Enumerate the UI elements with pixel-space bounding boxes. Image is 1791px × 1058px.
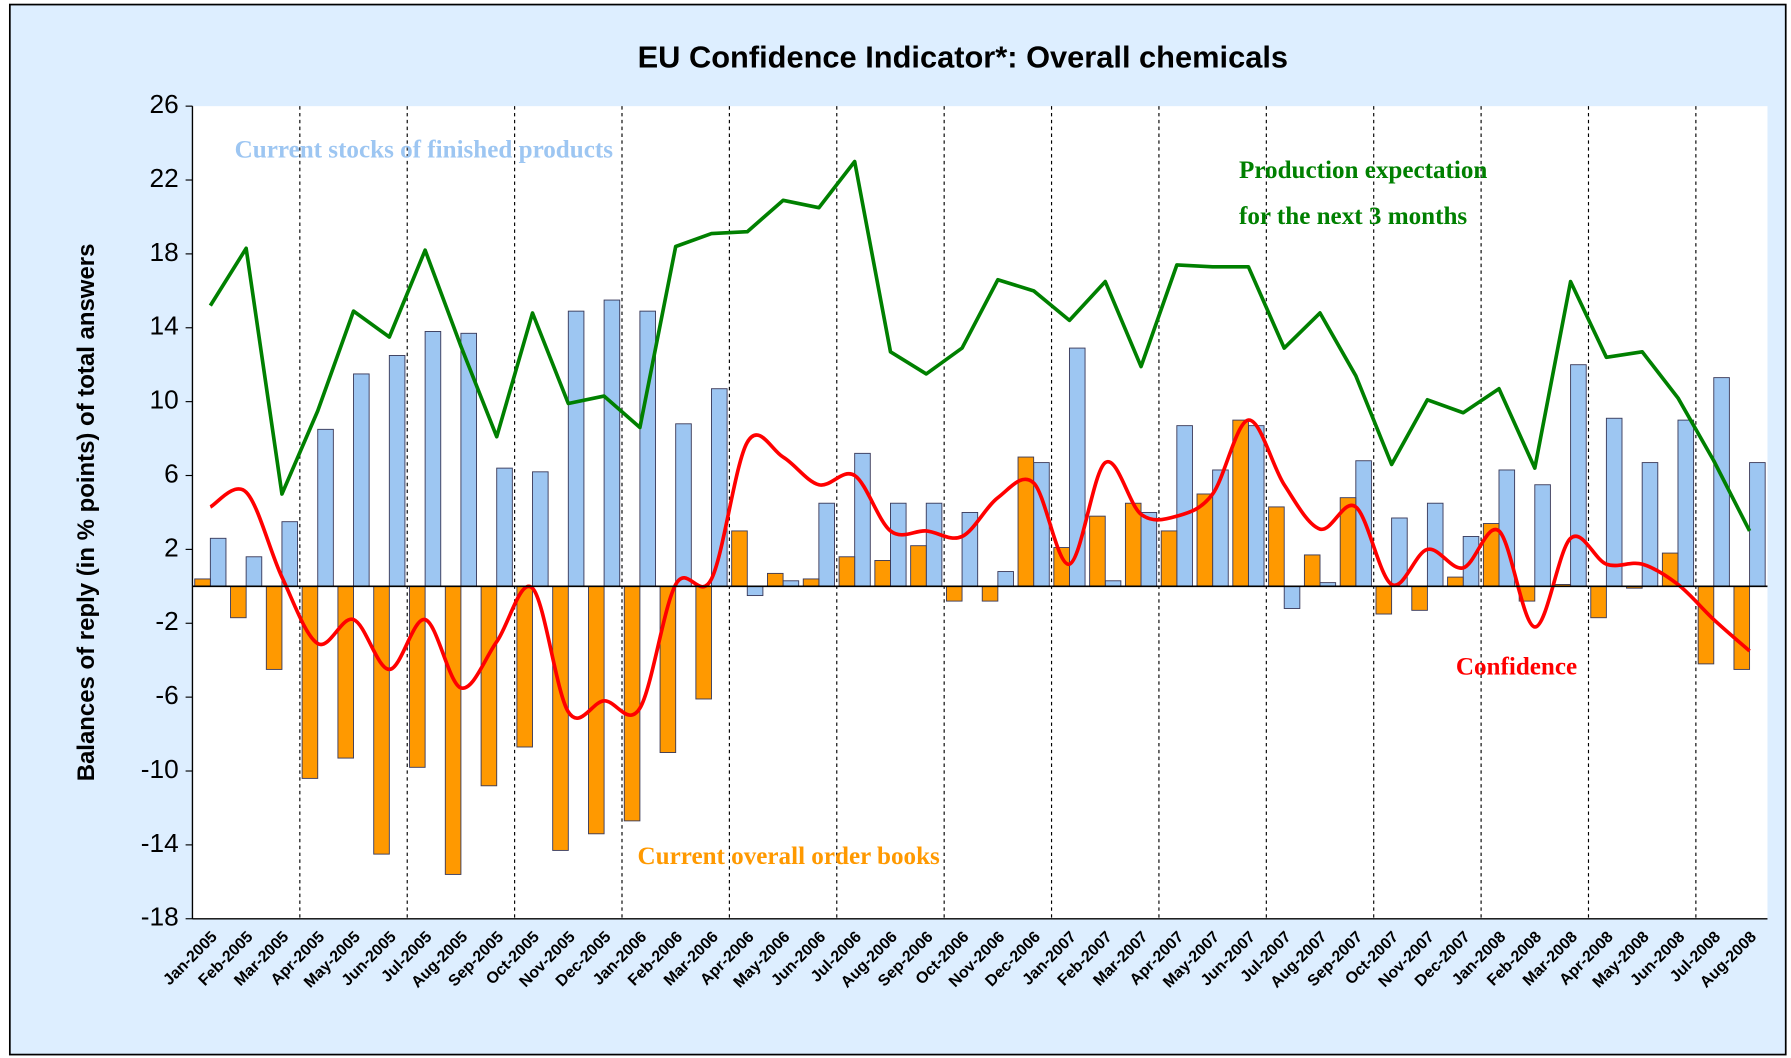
bar xyxy=(910,545,927,587)
bar xyxy=(353,373,370,587)
bar xyxy=(337,585,354,759)
bar xyxy=(1017,456,1035,587)
bar xyxy=(1677,419,1695,587)
chart-title: EU Confidence Indicator*: Overall chemic… xyxy=(638,39,1288,74)
y-tick-label: 14 xyxy=(150,311,179,341)
bar xyxy=(1605,417,1623,587)
bar xyxy=(230,585,247,619)
bar xyxy=(1160,530,1178,587)
bar xyxy=(838,556,856,587)
bar xyxy=(1570,364,1587,587)
y-tick-label: 26 xyxy=(150,89,179,119)
line-series xyxy=(208,159,1752,532)
bar xyxy=(1089,515,1106,587)
bar xyxy=(874,560,891,587)
bar xyxy=(516,585,533,748)
bar xyxy=(1713,377,1730,587)
y-tick-label: -18 xyxy=(141,902,179,932)
bar xyxy=(818,502,835,587)
y-tick-label: 22 xyxy=(150,163,179,193)
bar xyxy=(746,585,764,597)
bar xyxy=(1176,425,1193,587)
bar xyxy=(317,428,334,587)
bar xyxy=(245,556,263,587)
bar xyxy=(603,299,621,587)
bar xyxy=(301,585,319,779)
bar xyxy=(1268,506,1285,587)
bar xyxy=(945,585,963,602)
bar xyxy=(981,585,999,602)
bar xyxy=(675,423,692,587)
bar xyxy=(388,355,406,587)
series-annotation: Production expectation xyxy=(1239,157,1487,184)
y-tick-label: 2 xyxy=(164,532,179,562)
bar xyxy=(1247,425,1265,587)
bar xyxy=(623,585,641,822)
bar xyxy=(925,502,943,587)
bar xyxy=(409,585,426,768)
bar xyxy=(1140,511,1158,587)
bar xyxy=(1283,585,1301,609)
bar xyxy=(731,530,748,587)
bar xyxy=(854,452,871,587)
bar xyxy=(209,537,227,587)
bar xyxy=(480,585,498,787)
bar xyxy=(1733,585,1751,670)
bar xyxy=(373,585,390,855)
bar xyxy=(281,521,299,587)
bar xyxy=(444,585,462,875)
y-tick-label: -14 xyxy=(141,828,179,858)
bar xyxy=(802,578,820,587)
bar xyxy=(1033,462,1050,587)
bar xyxy=(567,310,585,587)
bar xyxy=(265,585,283,670)
bar xyxy=(496,467,513,587)
bar xyxy=(552,585,569,851)
y-tick-label: -10 xyxy=(141,754,179,784)
bar xyxy=(532,471,549,587)
bar xyxy=(767,572,784,587)
bar xyxy=(1447,576,1464,587)
bar xyxy=(424,331,442,587)
y-axis-label: Balances of reply (in % points) of total… xyxy=(73,244,100,782)
series-annotation: Confidence xyxy=(1456,654,1577,681)
bar xyxy=(1232,419,1249,587)
bar xyxy=(460,332,477,587)
y-tick-label: -2 xyxy=(155,606,178,636)
bar xyxy=(1697,585,1715,665)
y-tick-label: 10 xyxy=(150,385,179,415)
y-tick-label: 6 xyxy=(164,458,179,488)
y-tick-label: 18 xyxy=(150,237,179,267)
bar xyxy=(1426,502,1444,587)
bar xyxy=(1749,462,1766,587)
series-annotation: for the next 3 months xyxy=(1239,203,1467,230)
bar xyxy=(1590,585,1607,619)
series-annotation: Current stocks of finished products xyxy=(235,137,614,164)
bar xyxy=(1375,585,1393,615)
bar xyxy=(1303,554,1321,587)
bar xyxy=(997,571,1014,587)
bar xyxy=(1411,585,1428,611)
bar xyxy=(890,502,907,587)
y-tick-label: -6 xyxy=(155,680,178,710)
bar xyxy=(194,578,211,587)
series-annotation: Current overall order books xyxy=(638,843,940,870)
bar xyxy=(1124,502,1142,587)
line-series xyxy=(209,418,1751,720)
bar xyxy=(1534,484,1551,587)
bar xyxy=(695,585,712,700)
